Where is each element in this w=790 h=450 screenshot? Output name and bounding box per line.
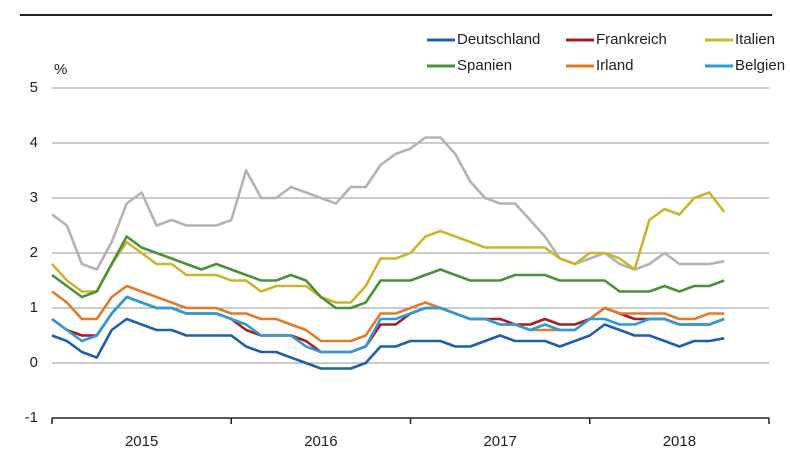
x-tick-label: 2016: [304, 433, 337, 450]
y-tick-label: 4: [30, 134, 38, 151]
y-tick-label: 3: [30, 189, 38, 206]
x-tick-label: 2018: [663, 433, 696, 450]
series-line: [51, 136, 725, 271]
y-tick-label: -1: [25, 409, 38, 426]
y-tick-label: 0: [30, 354, 38, 371]
y-unit: %: [54, 61, 67, 78]
legend-label: Belgien: [735, 57, 785, 74]
series-line: [51, 317, 725, 370]
legend-label: Italien: [735, 31, 775, 48]
legend-label: Frankreich: [596, 31, 667, 48]
y-tick-label: 2: [30, 244, 38, 261]
legend-label: Spanien: [457, 57, 512, 74]
series-line: [51, 284, 725, 343]
legend-label: Deutschland: [457, 31, 540, 48]
series-line: [51, 235, 725, 310]
x-tick-label: 2015: [125, 433, 158, 450]
y-tick-label: 1: [30, 299, 38, 316]
series-line: [51, 295, 725, 354]
legend-label: Irland: [596, 57, 634, 74]
y-tick-label: 5: [30, 79, 38, 96]
series-line: [51, 191, 726, 304]
x-tick-label: 2017: [483, 433, 516, 450]
